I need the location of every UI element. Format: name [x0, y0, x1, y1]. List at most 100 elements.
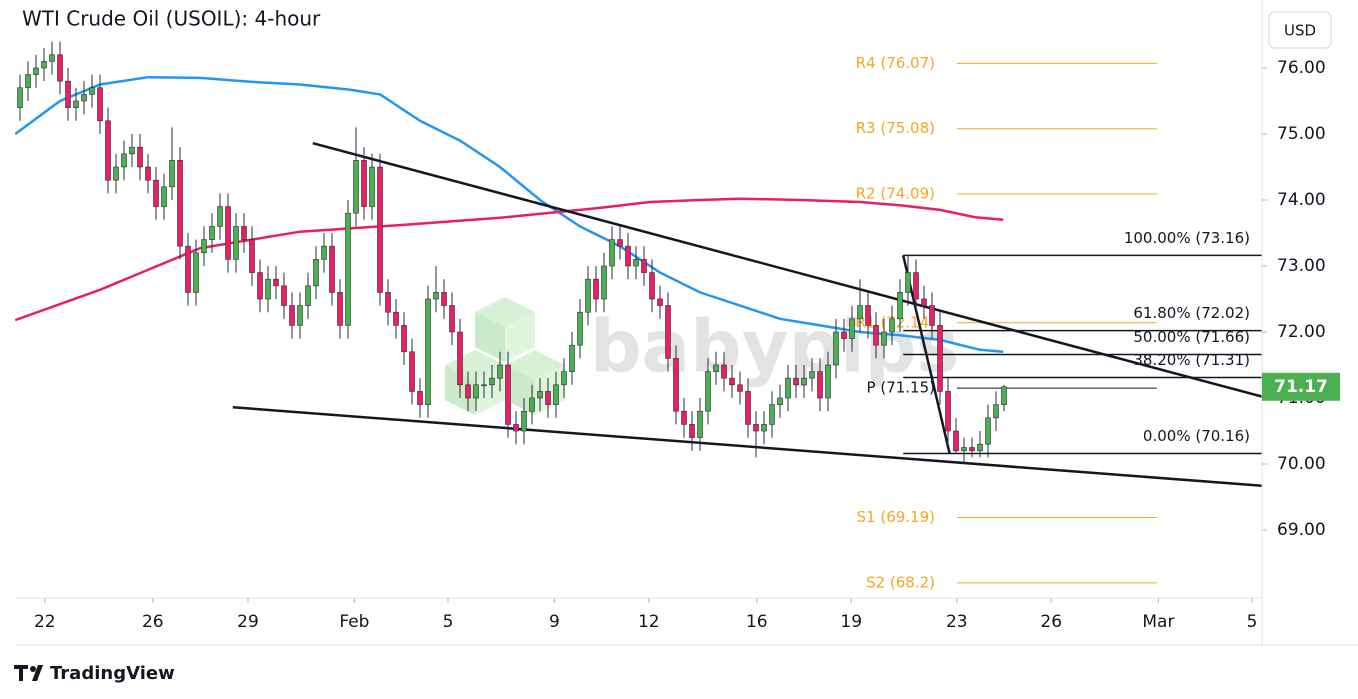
x-tick-label: 9 [549, 612, 560, 632]
x-tick-label: 23 [946, 612, 968, 632]
candle-body [737, 384, 743, 392]
candle-body [505, 364, 511, 425]
candle-body [585, 278, 591, 313]
candle-body [273, 278, 279, 287]
candle-body [873, 325, 879, 346]
last-price-box [1262, 372, 1340, 401]
fib-label: 0.00% (70.16) [1143, 427, 1250, 445]
x-tick-label: 22 [34, 612, 56, 632]
candle-body [153, 179, 159, 207]
x-tick-label: 5 [1247, 612, 1258, 632]
candle-body [785, 377, 791, 399]
candle-body [457, 331, 463, 386]
candle-body [945, 391, 951, 432]
candle-body [569, 344, 575, 372]
candle-body [113, 166, 119, 181]
candle-body [473, 384, 479, 399]
candle-body [529, 397, 535, 412]
candle-body [433, 292, 439, 300]
candle-body [185, 245, 191, 293]
candle-body [633, 259, 639, 267]
candle-body [921, 298, 927, 306]
x-tick-label: 5 [443, 612, 454, 632]
candle-body [385, 292, 391, 313]
candle-body [897, 292, 903, 320]
candle-body [705, 371, 711, 412]
candle-body [449, 305, 455, 333]
candle-body [865, 305, 871, 326]
candle-body [713, 364, 719, 372]
currency-box [1268, 11, 1332, 49]
x-tick-label: 29 [237, 612, 259, 632]
candle-body [985, 417, 991, 445]
candle-body [889, 318, 895, 333]
candle-body [265, 278, 271, 300]
candle-body [961, 447, 967, 452]
candle-body [161, 186, 167, 207]
candle-body [169, 160, 175, 188]
footer-brand: TradingView [50, 663, 175, 684]
candle-body [257, 272, 263, 300]
last-price-label: 71.17 [1274, 377, 1328, 397]
candle-body [609, 239, 615, 267]
candle-body [817, 371, 823, 399]
candle-body [937, 325, 943, 392]
candle-body [17, 87, 23, 108]
candle-body [601, 265, 607, 300]
y-tick-label: 69.00 [1277, 520, 1326, 540]
x-tick-label: 26 [142, 612, 164, 632]
candle-body [977, 443, 983, 452]
y-tick-label: 72.00 [1277, 322, 1326, 342]
candle-body [193, 252, 199, 293]
y-tick-label: 75.00 [1277, 124, 1326, 144]
candle-body [97, 87, 103, 122]
candle-body [641, 259, 647, 273]
x-tick-label: 19 [840, 612, 862, 632]
candle-body [521, 410, 527, 432]
fib-label: 100.00% (73.16) [1124, 229, 1250, 247]
candle-body [465, 384, 471, 399]
candle-body [761, 424, 767, 432]
candle-body [697, 410, 703, 438]
candle-body [25, 74, 31, 89]
candle-body [721, 364, 727, 379]
candle-body [953, 430, 959, 452]
candle-body [289, 305, 295, 326]
candle-body [353, 160, 359, 214]
candle-body [833, 331, 839, 366]
candle-body [801, 377, 807, 386]
x-tick-label: Mar [1142, 612, 1174, 632]
candle-body [545, 391, 551, 405]
candle-body [1001, 386, 1007, 405]
candle-body [57, 54, 63, 82]
candle-body [425, 298, 431, 405]
pivot-label: S2 (68.2) [866, 573, 935, 591]
y-tick-label: 73.00 [1277, 256, 1326, 276]
candle-body [689, 424, 695, 438]
candle-body [401, 325, 407, 353]
pivot-label: S1 (69.19) [857, 508, 935, 526]
chart-title: WTI Crude Oil (USOIL): 4-hour [22, 7, 321, 31]
candle-body [825, 364, 831, 399]
candle-body [225, 206, 231, 260]
pivot-label: R3 (75.08) [856, 119, 935, 137]
candle-body [209, 226, 215, 240]
candle-body [393, 311, 399, 326]
candle-body [913, 272, 919, 300]
candle-body [745, 391, 751, 425]
y-tick-label: 70.00 [1277, 454, 1326, 474]
candle-body [769, 404, 775, 425]
candle-body [377, 166, 383, 293]
candle-body [841, 331, 847, 339]
candle-body [321, 245, 327, 260]
y-tick-label: 74.00 [1277, 190, 1326, 210]
candle-body [753, 424, 759, 432]
candle-body [881, 331, 887, 346]
candle-body [361, 160, 367, 207]
candle-body [409, 351, 415, 392]
axes: 69.0070.0071.0072.0073.0074.0075.0076.00… [34, 58, 1340, 632]
candle-body [777, 397, 783, 405]
candle-body [681, 410, 687, 425]
candle-body [673, 358, 679, 412]
